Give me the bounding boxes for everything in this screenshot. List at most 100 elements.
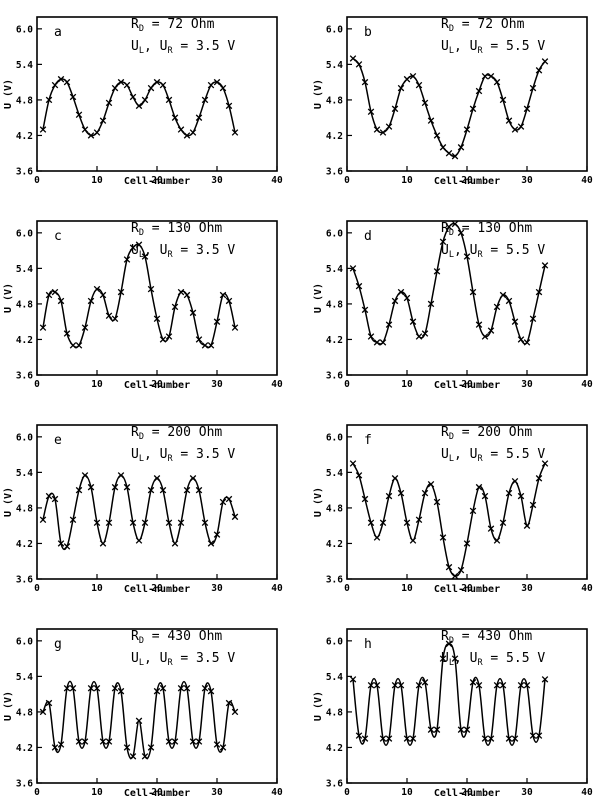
data-point [409, 72, 417, 80]
y-tick-label: 3.6 [16, 167, 33, 178]
data-point [195, 336, 203, 343]
data-point [529, 315, 537, 322]
voltage-annotation: UL, UR = 3.5 V [131, 447, 235, 464]
data-point [487, 735, 495, 742]
x-tick-label: 20 [151, 175, 163, 186]
data-point [147, 84, 155, 92]
data-point [165, 333, 173, 340]
data-point [427, 300, 435, 308]
data-point [225, 699, 233, 707]
x-tick-label: 0 [34, 583, 40, 594]
data-point [463, 126, 471, 133]
x-tick-label: 20 [151, 379, 163, 390]
y-tick-label: 6.0 [326, 24, 343, 35]
data-point [219, 744, 227, 751]
data-point [517, 682, 525, 689]
data-point [541, 460, 549, 467]
y-tick-label: 5.4 [16, 264, 33, 275]
data-point [147, 744, 155, 751]
data-point [57, 297, 65, 305]
data-point [201, 519, 209, 526]
data-point [361, 495, 369, 503]
y-tick-label: 5.4 [16, 60, 33, 71]
data-point [529, 732, 537, 739]
panel-letter: e [54, 433, 62, 448]
x-tick-label: 20 [151, 787, 163, 798]
panel-h: 0 10 20 30 40 3.6 4.2 4.8 5.4 6.0 Cell-number U (V)… [313, 628, 593, 799]
x-tick-label: 10 [91, 379, 103, 390]
data-point [511, 735, 519, 742]
y-tick-label: 4.8 [16, 707, 33, 718]
data-point [355, 61, 363, 68]
data-point [195, 738, 203, 745]
data-point [499, 96, 507, 104]
data-point [165, 519, 173, 526]
data-point [135, 102, 143, 110]
data-point [105, 312, 113, 320]
y-tick-label: 4.2 [326, 131, 343, 142]
data-point [201, 342, 209, 349]
data-point [403, 735, 411, 742]
data-point [225, 102, 233, 110]
data-point [457, 229, 465, 237]
data-point [75, 738, 83, 745]
data-point [87, 132, 95, 139]
data-point [141, 253, 149, 260]
data-point [207, 342, 215, 349]
data-point [159, 684, 167, 692]
y-tick-label: 6.0 [16, 228, 33, 239]
data-point [165, 738, 173, 745]
series-line [352, 57, 546, 158]
x-tick-label: 10 [91, 583, 103, 594]
data-point [141, 753, 149, 760]
x-tick-label: 0 [34, 175, 40, 186]
x-tick-label: 20 [461, 583, 473, 594]
data-point [207, 540, 215, 547]
data-point [57, 75, 65, 83]
data-point [105, 519, 113, 526]
y-tick-label: 6.0 [326, 432, 343, 443]
x-tick-label: 30 [211, 379, 223, 390]
data-point [177, 126, 185, 133]
data-point [231, 129, 239, 136]
data-point [153, 687, 161, 695]
data-point [367, 682, 375, 689]
data-point [147, 285, 155, 293]
x-tick-label: 40 [581, 787, 593, 798]
data-point [51, 744, 59, 751]
x-axis-label: Cell-number [124, 380, 190, 391]
y-axis-label: U (V) [3, 283, 14, 313]
series-line [42, 474, 236, 551]
data-point [397, 489, 405, 497]
data-point [535, 288, 543, 296]
data-point [445, 223, 453, 231]
data-point [51, 81, 59, 89]
data-point [451, 152, 459, 160]
data-point [475, 321, 483, 328]
x-tick-label: 10 [401, 175, 413, 186]
voltage-annotation: UL, UR = 3.5 V [131, 39, 235, 56]
data-point [535, 732, 543, 739]
y-tick-label: 6.0 [16, 24, 33, 35]
x-tick-label: 40 [581, 583, 593, 594]
data-point [373, 682, 381, 689]
data-point [421, 330, 429, 337]
data-point [39, 516, 47, 524]
data-point [81, 738, 89, 745]
data-point [45, 291, 53, 299]
x-tick-label: 10 [91, 175, 103, 186]
data-point [45, 699, 53, 707]
data-point [39, 126, 47, 133]
data-point [117, 78, 125, 86]
data-point [111, 315, 119, 322]
data-point [63, 684, 71, 692]
data-point [469, 507, 477, 515]
data-point [99, 738, 107, 745]
x-axis-label: Cell-number [434, 788, 500, 799]
data-point [391, 297, 399, 305]
data-point [63, 78, 71, 86]
data-point [541, 58, 549, 65]
data-point [213, 318, 221, 325]
data-point [51, 495, 59, 503]
x-tick-label: 0 [34, 787, 40, 798]
